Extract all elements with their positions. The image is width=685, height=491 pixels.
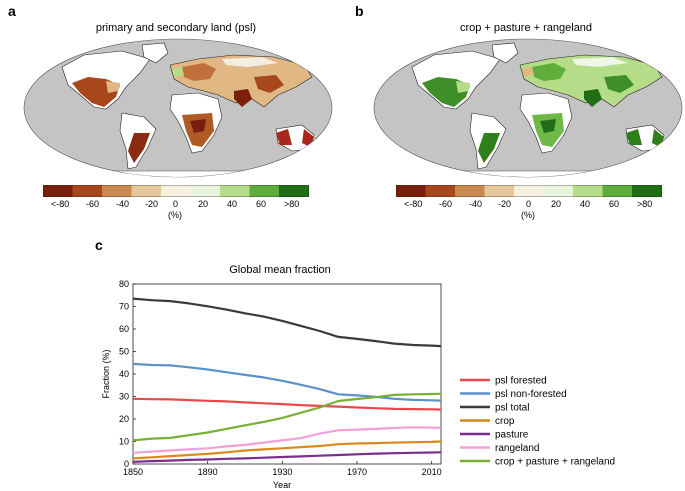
colorbar-a-tick: 60 [256,199,267,209]
colorbar-b-tick: -20 [498,199,512,209]
map-a-title: primary and secondary land (psl) [95,22,257,34]
colorbar-a-tick: 20 [198,199,209,209]
colorbar-a-tick: 0 [173,199,179,209]
panel-letter-c: c [95,237,103,253]
chart-title: Global mean fraction [229,264,331,276]
colorbar-b-tick: >80 [637,199,653,209]
colorbar-b [396,185,662,197]
map-a-south-america-change [128,133,150,163]
colorbar-a-tick: -40 [116,199,130,209]
colorbar-b-tick: <-80 [404,199,423,209]
map-a [23,38,333,178]
series-line-psl-total [132,297,442,348]
colorbar-b-tick: 20 [551,199,562,209]
map-b-europe-brown [522,67,534,77]
panel-letter-a: a [8,3,16,19]
x-axis-label: Year [273,480,291,490]
map-a-australia-change [276,129,314,147]
colorbar-a-tick: 40 [227,199,238,209]
map-a-india-change [234,89,252,107]
colorbar-b-tick: 60 [609,199,620,209]
colorbar-b-tick: -40 [469,199,483,209]
map-a-europe-change [182,63,216,81]
map-b-greenland [491,42,519,64]
colorbar-a-tick: -20 [145,199,159,209]
legend-label: pasture [495,430,529,441]
x-tick-label: 2010 [422,467,442,477]
colorbar-b-tick: 0 [526,199,532,209]
y-axis-label: Fraction (%) [101,349,111,398]
map-b-africa-change-2 [540,119,556,133]
map-b-china-change [604,75,634,93]
x-tick-label: 1890 [198,467,218,477]
map-b-india-change [584,89,602,107]
colorbar-b-unit: (%) [521,210,535,220]
colorbar-a-tick: >80 [284,199,300,209]
x-tick-label: 1970 [347,467,367,477]
map-a-north-america-change-2 [106,81,120,93]
series-line-psl-non-forested [132,362,442,402]
y-tick-label: 0 [124,459,129,469]
x-tick-label: 1850 [123,467,143,477]
map-b-south-america-change [478,133,500,163]
y-tick-label: 10 [119,437,129,447]
map-b [373,38,683,178]
legend-label: rangeland [495,443,539,454]
colorbar-a-unit: (%) [168,210,182,220]
y-tick-label: 40 [119,369,129,379]
map-b-north-america-change-2 [456,81,470,93]
series-line-crop-pasture-rangeland [132,392,442,442]
series-line-crop [132,440,442,460]
y-tick-label: 30 [119,392,129,402]
legend-label: crop + pasture + rangeland [495,457,615,468]
map-a-europe-green [172,67,184,77]
map-a-siberia-white [222,57,278,67]
map-a-greenland [141,42,169,64]
legend-label: psl forested [495,376,547,387]
series-line-psl-forested [132,397,442,411]
map-b-australia-change [626,129,664,147]
panel-letter-b: b [355,3,364,19]
series-line-rangeland [132,426,442,454]
legend-label: psl non-forested [495,389,567,400]
map-a-china-change [254,75,284,93]
series-line-pasture [132,451,442,463]
y-tick-label: 60 [119,324,129,334]
colorbar-a [43,185,309,197]
legend-label: psl total [495,403,529,414]
map-b-siberia-white [572,57,628,67]
y-tick-label: 70 [119,302,129,312]
map-b-title: crop + pasture + rangeland [459,22,593,34]
colorbar-a-tick: -60 [86,199,100,209]
y-tick-label: 20 [119,414,129,424]
y-tick-label: 50 [119,347,129,357]
x-tick-label: 1930 [272,467,292,477]
colorbar-b-tick: -60 [439,199,453,209]
map-b-europe-change [532,63,566,81]
colorbar-a-tick: <-80 [51,199,70,209]
y-tick-label: 80 [119,279,129,289]
map-a-africa-change-2 [190,119,206,133]
legend-label: crop [495,416,515,427]
colorbar-b-tick: 40 [580,199,591,209]
